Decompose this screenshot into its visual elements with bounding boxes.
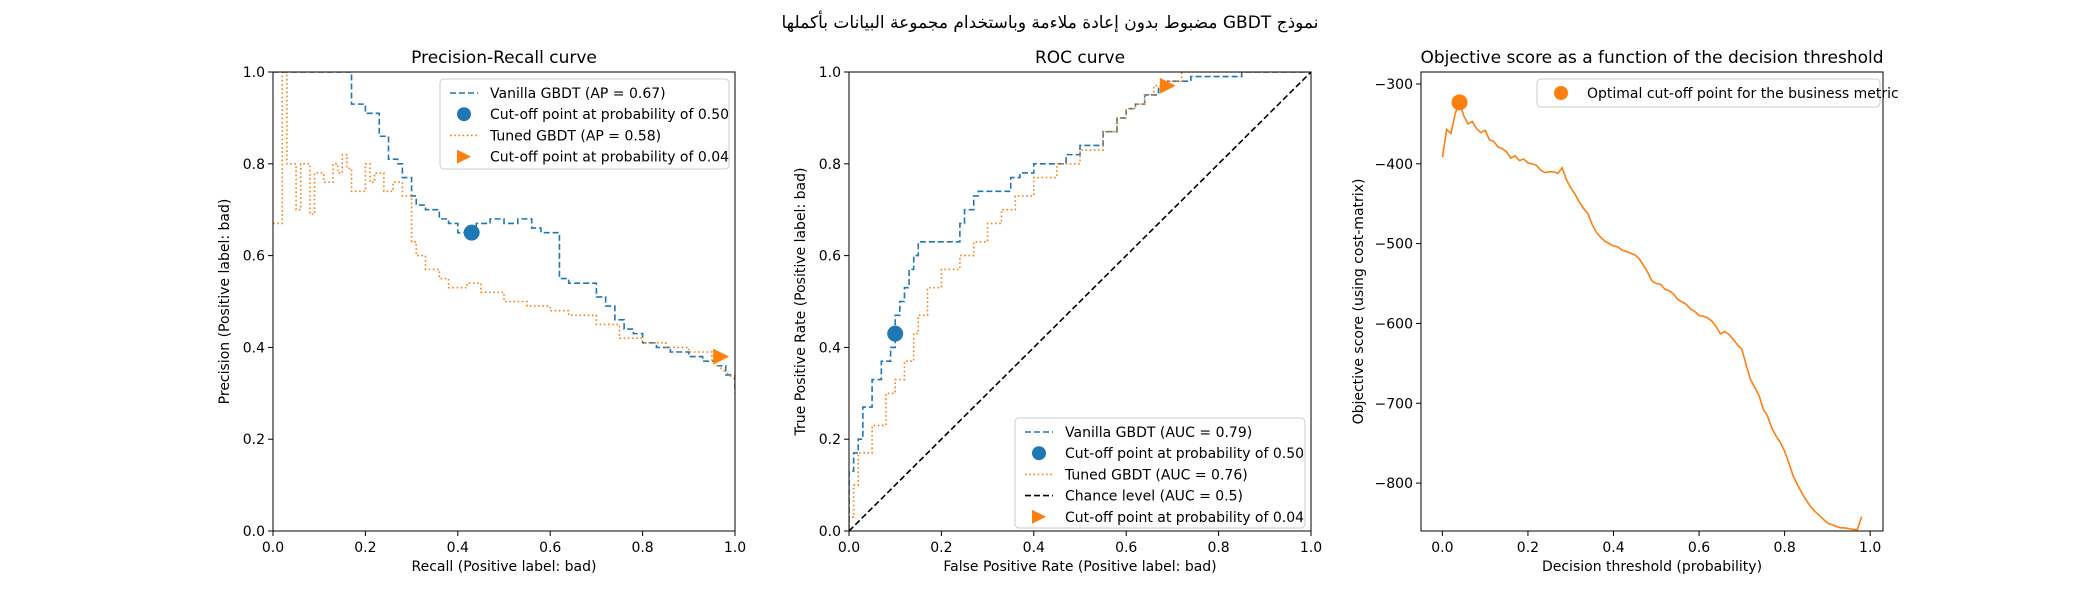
roc-legend-label-0: Vanilla GBDT (AUC = 0.79) xyxy=(1065,425,1252,441)
roc-ytick-label: 0.0 xyxy=(819,524,841,540)
pr-legend-label-3: Cut-off point at probability of 0.04 xyxy=(490,150,729,166)
roc-ytick-label: 0.8 xyxy=(819,157,841,173)
pr-legend: Vanilla GBDT (AP = 0.67) Cut-off point at… xyxy=(439,78,730,170)
obj-xlabel: Decision threshold (probability) xyxy=(1542,559,1762,575)
pr-xtick-label: 1.0 xyxy=(724,540,746,556)
pr-legend-handle-1 xyxy=(457,107,471,122)
pr-ytick-label: 0.4 xyxy=(243,340,265,356)
roc-series-line-0 xyxy=(849,72,1311,531)
roc-title: ROC curve xyxy=(1035,48,1125,68)
objective-score-plot: 0.0 0.2 0.4 0.6 0.8 1.0 −300 −400 −500 −600 −700 −8… xyxy=(1351,48,1899,575)
roc-xtick-label: 0.8 xyxy=(1207,540,1229,556)
obj-ytick-label: −600 xyxy=(1375,316,1413,332)
obj-ytick-label: −300 xyxy=(1375,77,1413,93)
obj-legend-handle-1 xyxy=(1554,86,1568,100)
pr-ylabel: Precision (Positive label: bad) xyxy=(217,199,233,405)
precision-recall-plot: 0.0 0.2 0.4 0.6 0.8 1.0 0.0 0.2 0.4 0.6 0.8 1.0 Prec… xyxy=(217,48,746,575)
pr-xtick-label: 0.0 xyxy=(262,540,284,556)
pr-cutoff-marker-3 xyxy=(713,348,730,365)
roc-series-line-3 xyxy=(849,72,1311,531)
pr-ytick-label: 0.0 xyxy=(243,524,265,540)
roc-axes-frame xyxy=(848,71,1312,532)
obj-ytick-label: −400 xyxy=(1375,157,1413,173)
roc-legend-handle-4 xyxy=(1032,509,1046,524)
roc-ytick-label: 0.6 xyxy=(819,249,841,265)
obj-series-line-0 xyxy=(1441,99,1863,531)
pr-xtick-label: 0.4 xyxy=(447,540,469,556)
roc-legend: Vanilla GBDT (AUC = 0.79) Cut-off point a… xyxy=(1014,417,1306,529)
pr-ytick-label: 0.2 xyxy=(243,432,265,448)
roc-xtick-label: 1.0 xyxy=(1300,540,1322,556)
obj-xtick-label: 0.8 xyxy=(1773,540,1795,556)
roc-cutoff-marker-1 xyxy=(887,325,904,342)
figure-suptitle: نموذج GBDT مضبوط بدون إعادة ملاءمة وباست… xyxy=(782,10,1319,33)
pr-xtick-label: 0.8 xyxy=(631,540,653,556)
roc-legend-label-3: Chance level (AUC = 0.5) xyxy=(1065,489,1243,505)
obj-ylabel: Objective score (using cost-matrix) xyxy=(1351,179,1367,425)
obj-legend-label-1: Optimal cut-off point for the business m… xyxy=(1587,86,1899,102)
pr-legend-label-2: Tuned GBDT (AP = 0.58) xyxy=(489,128,661,144)
pr-ytick-label: 0.8 xyxy=(243,157,265,173)
roc-cutoff-marker-4 xyxy=(1159,77,1176,94)
obj-xtick-label: 0.6 xyxy=(1688,540,1710,556)
roc-plot: 0.0 0.2 0.4 0.6 0.8 1.0 0.0 0.2 0.4 0.6 0.8 1.0 ROC … xyxy=(793,48,1322,575)
obj-axes-frame xyxy=(1420,71,1884,532)
roc-ytick-label: 0.2 xyxy=(819,432,841,448)
roc-ytick-label: 1.0 xyxy=(819,65,841,81)
obj-axes-background xyxy=(1421,72,1883,531)
pr-legend-box xyxy=(439,78,730,170)
roc-legend-handle-1 xyxy=(1032,446,1046,461)
roc-xlabel: False Positive Rate (Positive label: bad… xyxy=(943,559,1216,575)
roc-legend-label-1: Cut-off point at probability of 0.50 xyxy=(1065,446,1304,462)
roc-xtick-label: 0.6 xyxy=(1115,540,1137,556)
obj-cutoff-marker-1 xyxy=(1451,94,1468,111)
pr-title: Precision-Recall curve xyxy=(411,48,597,68)
obj-ytick-label: −800 xyxy=(1375,476,1413,492)
pr-legend-label-0: Vanilla GBDT (AP = 0.67) xyxy=(490,86,666,102)
pr-xtick-label: 0.2 xyxy=(354,540,376,556)
roc-xtick-label: 0.2 xyxy=(930,540,952,556)
roc-xtick-label: 0.4 xyxy=(1023,540,1045,556)
pr-xtick-label: 0.6 xyxy=(539,540,561,556)
pr-legend-label-1: Cut-off point at probability of 0.50 xyxy=(490,107,729,123)
obj-xtick-label: 0.2 xyxy=(1517,540,1539,556)
roc-ytick-label: 0.4 xyxy=(819,340,841,356)
pr-legend-handle-3 xyxy=(457,149,471,164)
obj-xtick-label: 1.0 xyxy=(1859,540,1881,556)
pr-axes-frame xyxy=(272,71,736,532)
pr-ytick-label: 0.6 xyxy=(243,249,265,265)
roc-ylabel: True Positive Rate (Positive label: bad) xyxy=(793,168,809,437)
roc-legend-label-2: Tuned GBDT (AUC = 0.76) xyxy=(1064,467,1248,483)
obj-legend: Optimal cut-off point for the business m… xyxy=(1536,78,1899,108)
pr-cutoff-marker-1 xyxy=(463,224,480,241)
roc-xtick-label: 0.0 xyxy=(838,540,860,556)
obj-legend-box xyxy=(1536,78,1881,108)
roc-legend-box xyxy=(1014,417,1306,529)
pr-ytick-label: 1.0 xyxy=(243,65,265,81)
pr-xlabel: Recall (Positive label: bad) xyxy=(412,559,597,575)
obj-xtick-label: 0.0 xyxy=(1431,540,1453,556)
obj-ytick-label: −500 xyxy=(1375,237,1413,253)
obj-xtick-label: 0.4 xyxy=(1602,540,1624,556)
obj-ytick-label: −700 xyxy=(1375,396,1413,412)
roc-legend-label-4: Cut-off point at probability of 0.04 xyxy=(1065,510,1304,526)
obj-title: Objective score as a function of the dec… xyxy=(1420,48,1883,68)
